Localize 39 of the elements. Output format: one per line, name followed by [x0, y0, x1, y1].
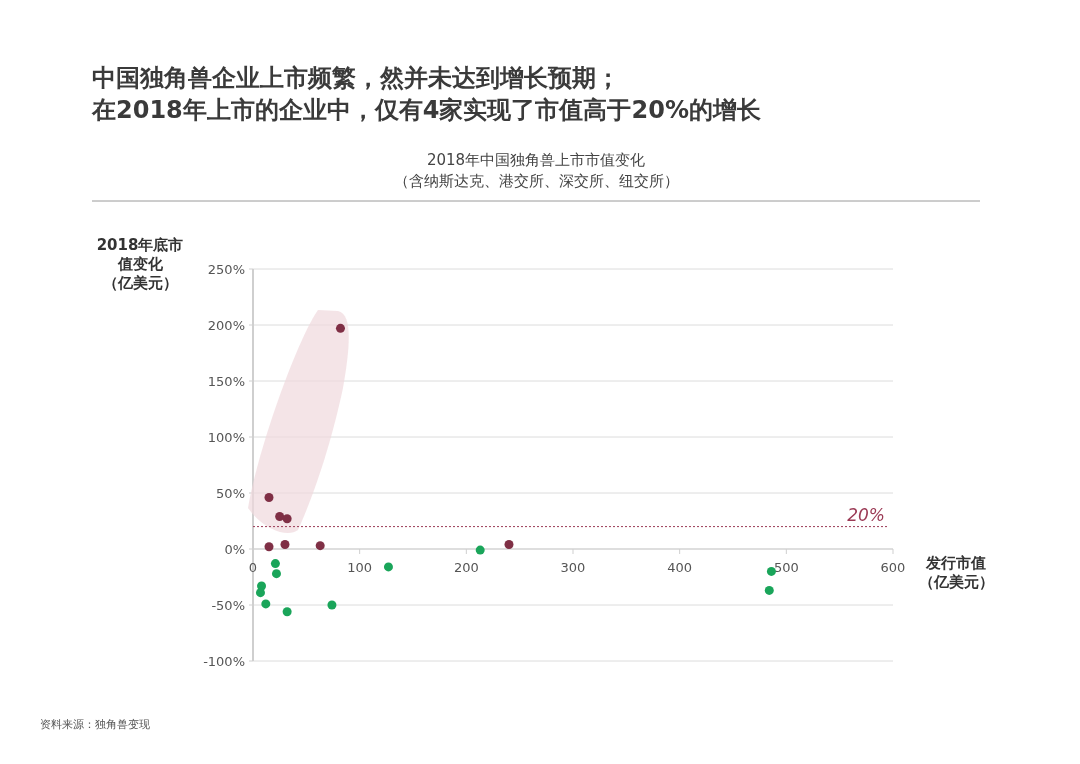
text: 资料来源：独角兽变现 [40, 718, 150, 731]
y-axis-title: 2018年底市值变化（亿美元） [96, 236, 184, 292]
x-tick-label: 400 [667, 560, 693, 575]
x-tick-label: 200 [453, 560, 479, 575]
x-axis-title: 发行市值（亿美元） [918, 554, 994, 591]
y-tick-label: 150% [207, 374, 245, 389]
point [766, 566, 776, 576]
point [335, 323, 345, 333]
x-tick-label: 100 [347, 560, 373, 575]
y-tick-label: -50% [211, 598, 245, 613]
chart-title: 中国独角兽企业上市频繁，然并未达到增长预期；在2018年上市的企业中，仅有4家实现了市值高于20%的增长 [91, 64, 761, 124]
x-tick-label: 300 [560, 560, 586, 575]
point [504, 540, 514, 550]
point [383, 562, 393, 572]
point [764, 585, 774, 595]
point [327, 600, 337, 610]
ref-line-label: 20% [847, 504, 885, 525]
point [475, 545, 485, 555]
point [275, 512, 285, 522]
point [261, 599, 271, 609]
x-tick-label: 0 [248, 560, 258, 575]
point [255, 588, 265, 598]
x-tick-label: 600 [880, 560, 906, 575]
point [280, 540, 290, 550]
point [271, 569, 281, 579]
point [282, 514, 292, 524]
y-tick-label: -100% [203, 654, 245, 669]
point [270, 559, 280, 569]
point [315, 541, 325, 551]
x-tick-label: 500 [773, 560, 799, 575]
y-tick-label: 250% [207, 262, 245, 277]
point [264, 492, 274, 502]
chart-subtitle: 2018年中国独角兽上市市值变化（含纳斯达克、港交所、深交所、纽交所） [393, 151, 679, 190]
point [282, 607, 292, 617]
y-tick-label: 50% [216, 486, 245, 501]
y-tick-label: 100% [207, 430, 245, 445]
y-tick-label: 0% [224, 542, 245, 557]
point [264, 542, 274, 552]
y-tick-label: 200% [207, 318, 245, 333]
